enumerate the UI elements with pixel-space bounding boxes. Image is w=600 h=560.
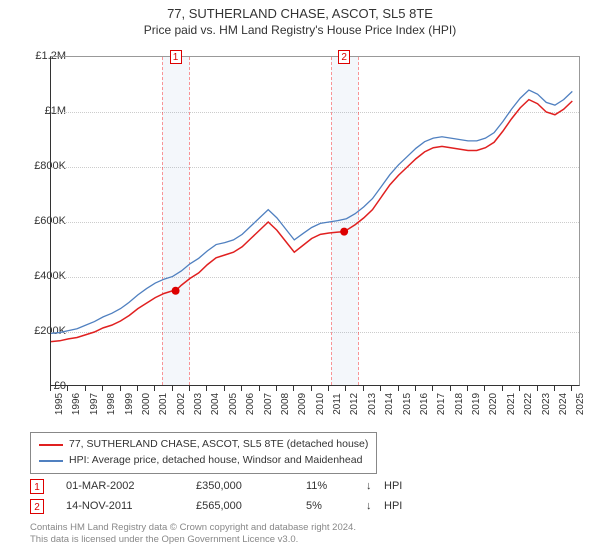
title-block: 77, SUTHERLAND CHASE, ASCOT, SL5 8TE Pri… — [0, 0, 600, 37]
event-dot — [340, 228, 348, 236]
x-tick-label: 1999 — [124, 393, 135, 415]
x-tick-label: 2013 — [367, 393, 378, 415]
event-tag: HPI — [384, 500, 402, 512]
series-line — [51, 100, 572, 342]
x-tick-label: 2017 — [436, 393, 447, 415]
footer-attribution: Contains HM Land Registry data © Crown c… — [30, 522, 356, 547]
x-tick-label: 2009 — [297, 393, 308, 415]
event-pct: 11% — [306, 480, 366, 492]
plot-area: 12 — [50, 56, 580, 386]
down-arrow-icon: ↓ — [366, 500, 384, 512]
event-price: £565,000 — [196, 500, 306, 512]
x-tick-label: 2002 — [176, 393, 187, 415]
x-tick-label: 1996 — [71, 393, 82, 415]
x-tick-label: 2016 — [419, 393, 430, 415]
x-tick-label: 2012 — [349, 393, 360, 415]
footer-line: Contains HM Land Registry data © Crown c… — [30, 522, 356, 534]
x-tick-label: 2008 — [280, 393, 291, 415]
x-tick-label: 2007 — [263, 393, 274, 415]
x-tick-label: 2025 — [575, 393, 586, 415]
x-tick-label: 2003 — [193, 393, 204, 415]
x-tick-label: 2020 — [488, 393, 499, 415]
x-tick-label: 2015 — [402, 393, 413, 415]
event-price: £350,000 — [196, 480, 306, 492]
series-line — [51, 90, 572, 333]
legend-label: HPI: Average price, detached house, Wind… — [69, 453, 362, 469]
x-tick-label: 2018 — [454, 393, 465, 415]
event-date: 01-MAR-2002 — [66, 480, 196, 492]
x-tick-label: 2024 — [558, 393, 569, 415]
event-marker-icon: 2 — [30, 499, 44, 514]
legend-label: 77, SUTHERLAND CHASE, ASCOT, SL5 8TE (de… — [69, 437, 368, 453]
legend-row: HPI: Average price, detached house, Wind… — [39, 453, 368, 469]
event-dot — [172, 287, 180, 295]
legend-swatch — [39, 444, 63, 446]
legend-row: 77, SUTHERLAND CHASE, ASCOT, SL5 8TE (de… — [39, 437, 368, 453]
x-tick-label: 1997 — [89, 393, 100, 415]
x-tick-label: 2010 — [315, 393, 326, 415]
event-tag: HPI — [384, 480, 402, 492]
x-tick-label: 1995 — [54, 393, 65, 415]
x-tick-label: 2022 — [523, 393, 534, 415]
x-tick-label: 2000 — [141, 393, 152, 415]
event-pct: 5% — [306, 500, 366, 512]
footer-line: This data is licensed under the Open Gov… — [30, 534, 356, 546]
x-tick-label: 2023 — [541, 393, 552, 415]
event-row: 1 01-MAR-2002 £350,000 11% ↓ HPI — [30, 476, 570, 496]
x-tick-label: 2021 — [506, 393, 517, 415]
event-marker-icon: 1 — [30, 479, 44, 494]
x-tick-label: 1998 — [106, 393, 117, 415]
line-series — [51, 57, 581, 387]
legend-swatch — [39, 460, 63, 462]
down-arrow-icon: ↓ — [366, 480, 384, 492]
events-table: 1 01-MAR-2002 £350,000 11% ↓ HPI 2 14-NO… — [30, 476, 570, 516]
x-tick-label: 2011 — [332, 393, 343, 415]
x-tick-label: 2001 — [158, 393, 169, 415]
x-tick-label: 2014 — [384, 393, 395, 415]
x-tick-label: 2004 — [210, 393, 221, 415]
event-row: 2 14-NOV-2011 £565,000 5% ↓ HPI — [30, 496, 570, 516]
x-tick-label: 2019 — [471, 393, 482, 415]
chart-container: 77, SUTHERLAND CHASE, ASCOT, SL5 8TE Pri… — [0, 0, 600, 560]
legend: 77, SUTHERLAND CHASE, ASCOT, SL5 8TE (de… — [30, 432, 377, 474]
chart-subtitle: Price paid vs. HM Land Registry's House … — [0, 23, 600, 37]
x-tick-label: 2006 — [245, 393, 256, 415]
event-date: 14-NOV-2011 — [66, 500, 196, 512]
x-tick-label: 2005 — [228, 393, 239, 415]
chart-title: 77, SUTHERLAND CHASE, ASCOT, SL5 8TE — [0, 6, 600, 21]
x-axis-labels: 1995 1996 1997 1998 1999 2000 2001 2002 2003 2004… — [50, 390, 580, 430]
